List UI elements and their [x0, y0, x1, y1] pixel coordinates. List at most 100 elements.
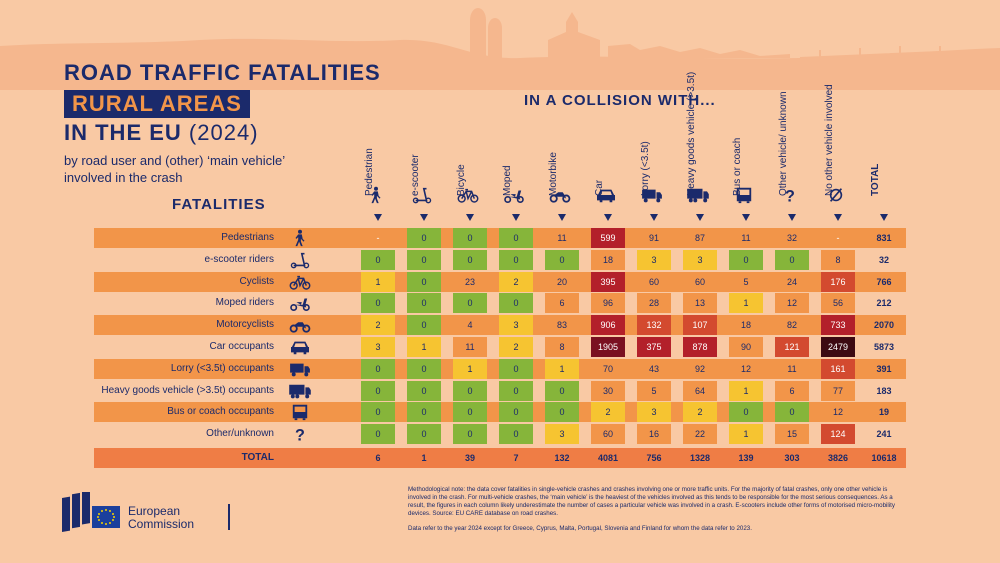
village-skyline	[0, 8, 1000, 90]
car-icon	[291, 341, 309, 355]
table-cell: 0	[453, 424, 487, 445]
european-commission-logo	[62, 492, 230, 532]
row-label: Other/unknown	[206, 428, 274, 440]
row-icon	[288, 316, 314, 336]
column-arrow-icon	[404, 210, 444, 221]
title-region: IN THE EU	[64, 120, 182, 145]
table-cell: 1	[545, 358, 579, 379]
table-cell: 5	[637, 380, 671, 401]
svg-text:?: ?	[785, 187, 795, 204]
table-cell: 733	[821, 315, 855, 336]
table-cell: 16	[637, 424, 671, 445]
column-icon	[686, 186, 726, 206]
row-total: 391	[876, 363, 892, 374]
table-cell: -	[836, 233, 840, 243]
table-cell: 60	[637, 271, 671, 292]
column-total: 39	[464, 453, 475, 463]
row-label: Bus or coach occupants	[167, 406, 274, 418]
column-icon	[548, 186, 588, 206]
column-arrow-icon	[358, 210, 398, 221]
table-cell: 60	[591, 424, 625, 445]
row-total: 19	[878, 407, 889, 418]
table-cell: 3	[361, 337, 395, 357]
table-cell: 0	[729, 402, 763, 423]
table-cell: 0	[499, 358, 533, 379]
column-total: 303	[784, 453, 800, 463]
table-cell: 3	[499, 315, 533, 336]
table-cell: 4	[453, 315, 487, 336]
lorry-icon	[290, 363, 310, 377]
table-cell: 0	[499, 249, 533, 270]
column-total: 3826	[827, 453, 849, 463]
column-arrow-icon	[680, 210, 720, 221]
table-cell: 0	[407, 228, 441, 248]
column-total: 6	[375, 453, 381, 463]
table-cell: 395	[591, 271, 625, 292]
row-icon	[288, 273, 314, 293]
table-cell: 1	[361, 271, 395, 292]
table-cell: 2	[361, 315, 395, 336]
methodological-note: Methodological note: the data cover fata…	[408, 486, 895, 517]
table-cell: 96	[591, 293, 625, 314]
row-icon	[288, 229, 314, 249]
row-icon: ?	[288, 425, 314, 445]
table-cell: 0	[361, 293, 395, 314]
table-cell: 0	[729, 249, 763, 270]
table-cell: 0	[361, 424, 395, 445]
table-cell: 0	[407, 271, 441, 292]
column-icon	[732, 186, 772, 206]
table-cell: 375	[637, 337, 671, 357]
column-arrow-icon	[634, 210, 674, 221]
table-cell: 906	[591, 315, 625, 336]
table-cell: 0	[407, 315, 441, 336]
table-cell: 1	[729, 293, 763, 314]
table-cell: 0	[775, 249, 809, 270]
table-cell: 0	[407, 424, 441, 445]
table-cell: 15	[775, 424, 809, 445]
table-cell: 8	[545, 337, 579, 357]
pedestrian-icon	[371, 186, 381, 204]
column-icon	[364, 186, 404, 206]
table-cell: 0	[453, 293, 487, 314]
table-cell: 2	[499, 337, 533, 357]
row-icon	[288, 251, 314, 271]
row-icon	[288, 382, 314, 402]
table-cell: 6	[545, 293, 579, 314]
column-total: 1	[421, 453, 427, 463]
column-icon	[640, 186, 680, 206]
table-cell: 24	[775, 271, 809, 292]
table-cell: 43	[637, 358, 671, 379]
table-cell: 8	[821, 249, 855, 270]
table-cell: 0	[361, 380, 395, 401]
table-cell: 0	[453, 228, 487, 248]
row-total: 183	[876, 385, 892, 396]
table-cell: 0	[453, 249, 487, 270]
table-cell: 176	[821, 271, 855, 292]
table-cell: 11	[775, 358, 809, 379]
row-total: 241	[876, 429, 892, 440]
e-scooter-icon	[290, 252, 310, 269]
column-arrow-icon	[818, 210, 858, 221]
title-line-3: IN THE EU (2024)	[64, 120, 259, 146]
table-cell: 13	[683, 293, 717, 314]
table-cell: 124	[821, 424, 855, 445]
column-arrow-icon	[726, 210, 766, 221]
table-cell: 11	[453, 337, 487, 357]
table-cell: 121	[775, 337, 809, 357]
e-scooter-icon	[412, 187, 432, 204]
table-cell: 60	[683, 271, 717, 292]
row-label: Moped riders	[215, 297, 274, 309]
column-arrow-icon	[864, 210, 904, 221]
title-line-1: ROAD TRAFFIC FATALITIES	[64, 60, 381, 85]
table-cell: 64	[683, 380, 717, 401]
column-total: 132	[554, 453, 570, 463]
table-cell: 161	[821, 358, 855, 379]
table-cell: 70	[591, 358, 625, 379]
table-cell: -	[376, 233, 380, 243]
moped-icon	[504, 190, 524, 204]
motorbike-icon	[549, 190, 571, 203]
column-icon	[456, 186, 496, 206]
row-label: e-scooter riders	[204, 253, 274, 265]
table-cell: 18	[591, 249, 625, 270]
row-total: 2070	[873, 320, 895, 331]
